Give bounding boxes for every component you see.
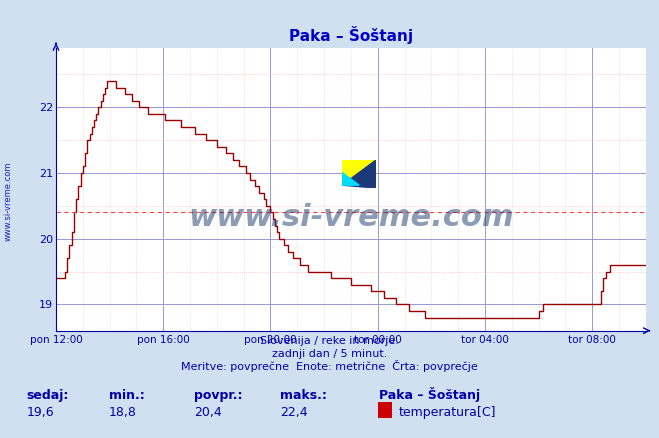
Text: www.si-vreme.com: www.si-vreme.com (188, 203, 514, 232)
Text: povpr.:: povpr.: (194, 389, 243, 402)
Text: Meritve: povprečne  Enote: metrične  Črta: povprečje: Meritve: povprečne Enote: metrične Črta:… (181, 360, 478, 372)
Text: 18,8: 18,8 (109, 406, 136, 419)
Text: 19,6: 19,6 (26, 406, 54, 419)
Text: zadnji dan / 5 minut.: zadnji dan / 5 minut. (272, 349, 387, 359)
Text: www.si-vreme.com: www.si-vreme.com (3, 162, 13, 241)
Polygon shape (342, 173, 359, 185)
Text: sedaj:: sedaj: (26, 389, 69, 402)
Text: temperatura[C]: temperatura[C] (399, 406, 496, 419)
Text: Paka – Šoštanj: Paka – Šoštanj (379, 387, 480, 402)
Polygon shape (342, 160, 376, 185)
Text: 22,4: 22,4 (280, 406, 308, 419)
Text: maks.:: maks.: (280, 389, 327, 402)
Text: min.:: min.: (109, 389, 144, 402)
Polygon shape (342, 160, 376, 188)
Text: Slovenija / reke in morje.: Slovenija / reke in morje. (260, 336, 399, 346)
Text: 20,4: 20,4 (194, 406, 222, 419)
Title: Paka – Šoštanj: Paka – Šoštanj (289, 26, 413, 44)
